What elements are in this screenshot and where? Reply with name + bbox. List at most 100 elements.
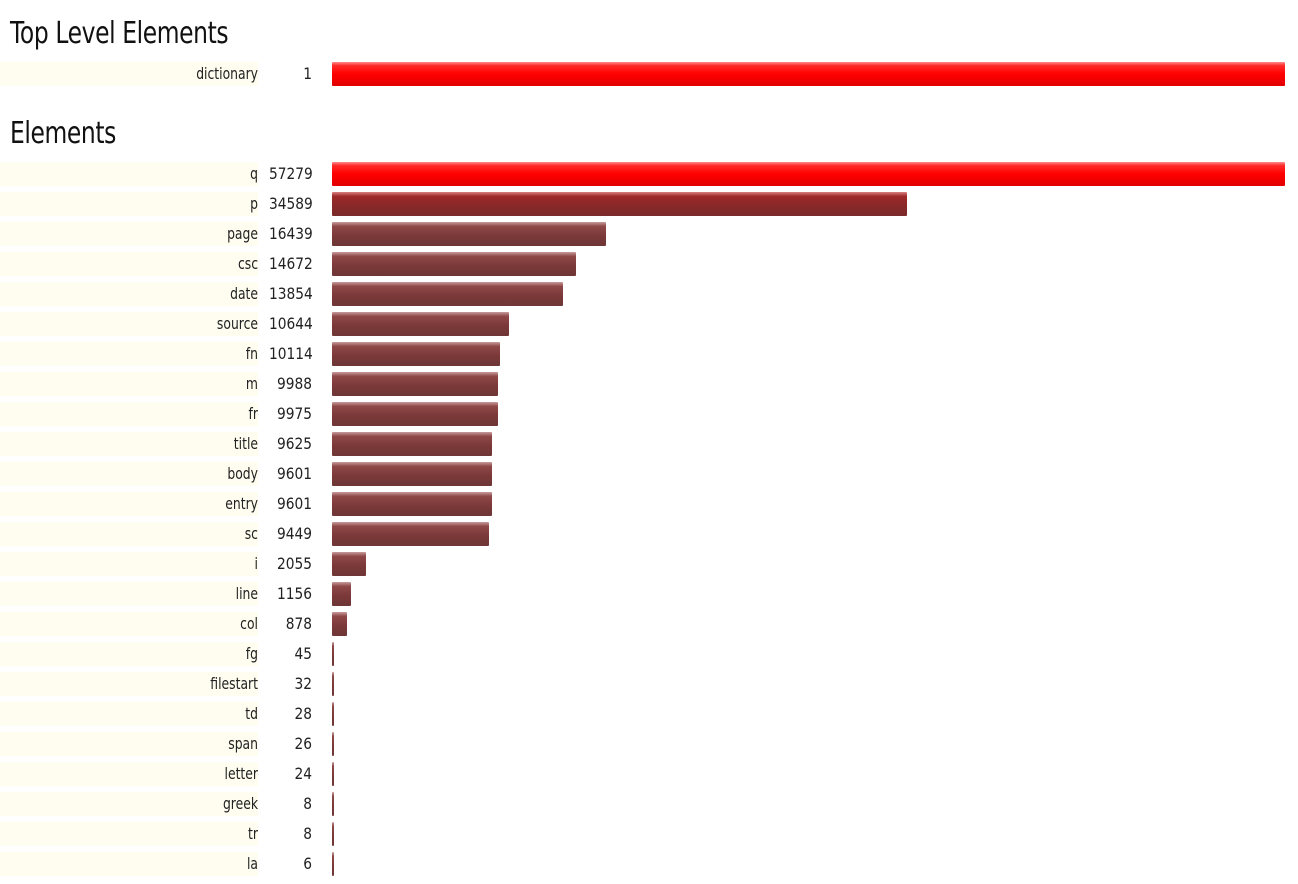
elements-row-i: i 2055 — [0, 550, 1298, 580]
elements-row-sc: sc 9449 — [0, 520, 1298, 550]
elements-row-csc: csc 14672 — [0, 250, 1298, 280]
label-background — [0, 432, 258, 456]
elements-row-fn: fn 10114 — [0, 340, 1298, 370]
category-label: csc — [237, 254, 258, 273]
bar-fn — [332, 342, 500, 366]
elements-title: Elements — [10, 116, 116, 151]
label-background — [0, 732, 258, 756]
elements-row-line: line 1156 — [0, 580, 1298, 610]
label-background — [0, 492, 258, 516]
bar-page — [332, 222, 606, 246]
elements-chart: q 57279 p 34589 page 16439 csc 14672 date 13854 so… — [0, 160, 1298, 880]
value-label: 1156 — [276, 584, 312, 603]
bar-greek — [332, 792, 334, 816]
value-label: 9625 — [276, 434, 312, 453]
category-label: i — [254, 554, 258, 573]
elements-row-td: td 28 — [0, 700, 1298, 730]
label-background — [0, 402, 258, 426]
category-label: la — [246, 854, 258, 873]
value-label: 9601 — [276, 494, 312, 513]
bar-i — [332, 552, 366, 576]
category-label: sc — [244, 524, 258, 543]
elements-row-entry: entry 9601 — [0, 490, 1298, 520]
label-background — [0, 852, 258, 876]
label-background — [0, 252, 258, 276]
elements-row-greek: greek 8 — [0, 790, 1298, 820]
category-label: date — [230, 284, 258, 303]
label-background — [0, 702, 258, 726]
category-label: line — [235, 584, 258, 603]
bar-fr — [332, 402, 498, 426]
value-label: 8 — [303, 824, 312, 843]
category-label: col — [240, 614, 258, 633]
label-background — [0, 582, 258, 606]
bar-title — [332, 432, 492, 456]
elements-row-q: q 57279 — [0, 160, 1298, 190]
value-label: 9449 — [276, 524, 312, 543]
elements-row-span: span 26 — [0, 730, 1298, 760]
elements-row-page: page 16439 — [0, 220, 1298, 250]
bar-date — [332, 282, 563, 306]
label-background — [0, 282, 258, 306]
label-background — [0, 762, 258, 786]
value-label: 9988 — [276, 374, 312, 393]
elements-row-la: la 6 — [0, 850, 1298, 880]
elements-row-fr: fr 9975 — [0, 400, 1298, 430]
bar-la — [332, 852, 334, 876]
category-label: body — [227, 464, 258, 483]
value-label: 9975 — [276, 404, 312, 423]
value-label: 45 — [294, 644, 312, 663]
label-background — [0, 312, 258, 336]
label-background — [0, 672, 258, 696]
bar-entry — [332, 492, 492, 516]
value-label: 28 — [294, 704, 312, 723]
label-background — [0, 642, 258, 666]
category-label: td — [245, 704, 258, 723]
elements-row-letter: letter 24 — [0, 760, 1298, 790]
category-label: greek — [222, 794, 258, 813]
label-background — [0, 192, 258, 216]
category-label: filestart — [210, 674, 258, 693]
bar-fg — [332, 642, 334, 666]
elements-row-filestart: filestart 32 — [0, 670, 1298, 700]
elements-row-fg: fg 45 — [0, 640, 1298, 670]
label-background — [0, 62, 258, 86]
label-background — [0, 342, 258, 366]
bar-csc — [332, 252, 576, 276]
label-background — [0, 522, 258, 546]
label-background — [0, 822, 258, 846]
bar-body — [332, 462, 492, 486]
elements-row-m: m 9988 — [0, 370, 1298, 400]
bar-col — [332, 612, 347, 636]
top-level-title: Top Level Elements — [10, 16, 229, 51]
value-label: 32 — [294, 674, 312, 693]
category-label: tr — [248, 824, 258, 843]
label-background — [0, 222, 258, 246]
bar-line — [332, 582, 351, 606]
bar-p — [332, 192, 907, 216]
elements-row-body: body 9601 — [0, 460, 1298, 490]
top-level-row-dictionary: dictionary 1 — [0, 60, 1298, 90]
bar-source — [332, 312, 509, 336]
label-background — [0, 462, 258, 486]
value-label: 878 — [285, 614, 312, 633]
value-label: 14672 — [269, 254, 313, 273]
bar-letter — [332, 762, 334, 786]
bar-q — [332, 162, 1285, 186]
bar-span — [332, 732, 334, 756]
category-label: span — [228, 734, 258, 753]
label-background — [0, 162, 258, 186]
value-label: 26 — [294, 734, 312, 753]
bar-td — [332, 702, 334, 726]
value-label: 24 — [294, 764, 312, 783]
category-label: letter — [224, 764, 258, 783]
bar-tr — [332, 822, 334, 846]
value-label: 9601 — [276, 464, 312, 483]
value-label: 57279 — [269, 164, 313, 183]
value-label: 2055 — [276, 554, 312, 573]
bar-dictionary — [332, 62, 1285, 86]
top-level-chart: dictionary 1 — [0, 60, 1298, 90]
category-label: m — [245, 374, 258, 393]
elements-row-col: col 878 — [0, 610, 1298, 640]
category-label: page — [227, 224, 258, 243]
